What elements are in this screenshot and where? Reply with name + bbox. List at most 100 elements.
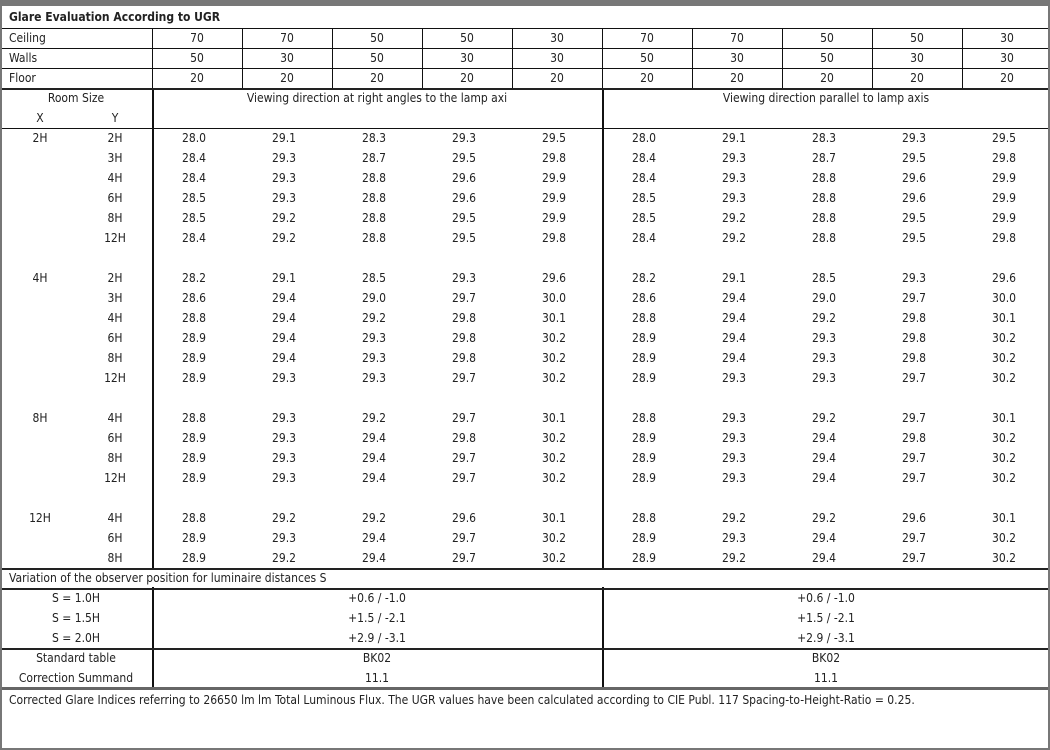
ugr-value: 29.8 [451,351,477,365]
ugr-value: 29.6 [901,191,927,205]
row-divider [0,68,1050,69]
ugr-value: 29.8 [541,231,567,245]
reflectance-value: 50 [910,31,924,45]
column-divider [962,28,963,88]
ugr-value: 29.3 [271,191,297,205]
ugr-value: 28.5 [181,211,207,225]
ugr-value: 29.4 [811,531,837,545]
ugr-value: 29.1 [721,131,747,145]
ugr-value: 29.6 [901,511,927,525]
ugr-value: 28.8 [631,311,657,325]
ugr-value: 29.1 [271,271,297,285]
ugr-value: 29.7 [451,411,477,425]
ugr-value: 30.2 [541,471,567,485]
ugr-value: 29.5 [901,151,927,165]
ugr-value: 29.3 [901,131,927,145]
ugr-value: 29.5 [451,211,477,225]
ugr-value: 30.1 [991,411,1017,425]
ugr-value: 28.4 [181,231,207,245]
room-y: 12H [104,371,126,385]
footer-note: Corrected Glare Indices referring to 266… [9,693,915,707]
room-x: 8H [32,411,48,425]
ugr-value: 30.2 [541,371,567,385]
ugr-value: 29.7 [901,471,927,485]
ugr-value: 30.2 [991,431,1017,445]
ugr-value: 28.2 [631,271,657,285]
reflectance-value: 70 [640,31,654,45]
reflectance-value: 30 [1000,51,1014,65]
ugr-value: 30.1 [541,311,567,325]
ugr-value: 30.2 [541,431,567,445]
room-size-header: Room Size [47,91,105,105]
ugr-value: 29.4 [721,331,747,345]
variation-left: +1.5 / -2.1 [348,611,406,625]
room-x: 12H [29,511,51,525]
ugr-value: 30.0 [541,291,567,305]
room-y: 4H [107,311,123,325]
ugr-value: 28.8 [361,171,387,185]
ugr-value: 28.9 [631,331,657,345]
ugr-value: 29.8 [451,331,477,345]
ugr-value: 29.5 [991,131,1017,145]
ugr-value: 28.5 [631,211,657,225]
ugr-value: 29.3 [361,371,387,385]
ugr-value: 29.4 [271,291,297,305]
reflectance-value: 30 [460,51,474,65]
reflectance-value: 20 [730,71,744,85]
reflectance-value: 30 [910,51,924,65]
reflectance-value: 20 [1000,71,1014,85]
ugr-value: 28.5 [811,271,837,285]
ugr-value: 29.7 [451,531,477,545]
ugr-value: 29.8 [991,231,1017,245]
ugr-value: 29.0 [811,291,837,305]
column-divider [782,28,783,88]
reflectance-label: Ceiling [9,31,46,45]
ugr-value: 28.8 [811,231,837,245]
ugr-value: 28.8 [181,311,207,325]
ugr-value: 29.5 [451,151,477,165]
reflectance-value: 20 [280,71,294,85]
row-divider [0,128,1050,129]
ugr-value: 28.9 [631,551,657,565]
ugr-value: 30.2 [541,531,567,545]
ugr-value: 28.0 [181,131,207,145]
ugr-value: 29.4 [361,431,387,445]
column-divider [152,88,154,688]
ugr-value: 28.4 [181,151,207,165]
column-divider [602,28,603,88]
ugr-value: 28.8 [181,511,207,525]
ugr-value: 29.3 [361,351,387,365]
ugr-value: 30.2 [991,371,1017,385]
ugr-value: 29.9 [541,171,567,185]
ugr-value: 29.4 [271,311,297,325]
ugr-value: 29.3 [271,151,297,165]
reflectance-value: 70 [190,31,204,45]
ugr-value: 28.8 [361,191,387,205]
ugr-value: 29.4 [361,531,387,545]
ugr-value: 29.2 [361,311,387,325]
ugr-value: 29.5 [901,211,927,225]
ugr-value: 29.4 [811,431,837,445]
ugr-value: 28.9 [181,431,207,445]
ugr-value: 29.9 [991,191,1017,205]
room-x: 4H [32,271,48,285]
ugr-value: 30.2 [991,451,1017,465]
ugr-value: 29.6 [451,511,477,525]
ugr-value: 28.4 [181,171,207,185]
ugr-value: 28.3 [811,131,837,145]
right-direction-title: Viewing direction parallel to lamp axis [722,91,930,105]
ugr-value: 30.2 [541,351,567,365]
ugr-value: 30.2 [541,451,567,465]
table-title: Glare Evaluation According to UGR [9,10,221,24]
room-y: 8H [107,351,123,365]
ugr-value: 29.3 [271,371,297,385]
ugr-value: 29.7 [901,371,927,385]
reflectance-value: 70 [730,31,744,45]
ugr-value: 28.8 [361,211,387,225]
ugr-value: 29.3 [811,371,837,385]
reflectance-value: 30 [730,51,744,65]
ugr-value: 29.3 [901,271,927,285]
ugr-value: 30.2 [991,351,1017,365]
reflectance-value: 30 [1000,31,1014,45]
room-y: 12H [104,471,126,485]
